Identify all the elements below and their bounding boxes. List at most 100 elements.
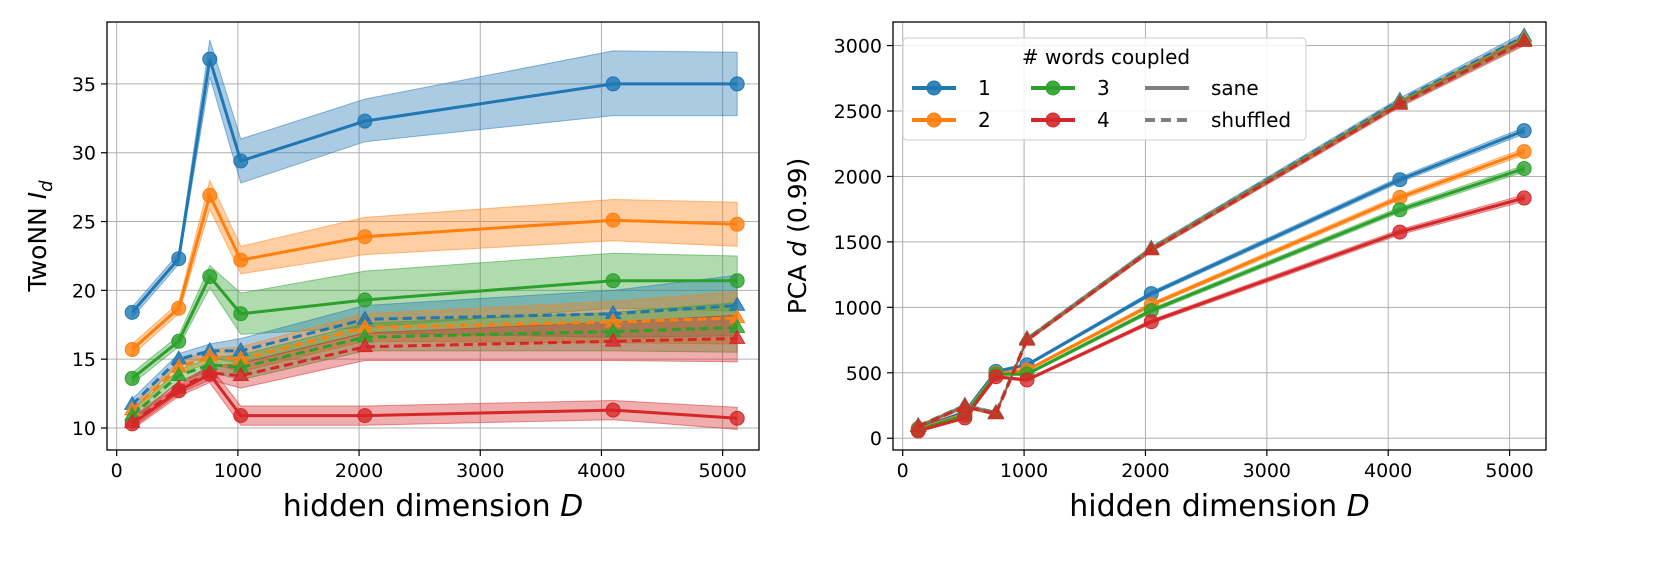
legend-title: # words coupled: [1022, 45, 1190, 69]
point-series-4-shuffled: [1142, 241, 1160, 256]
axes-frame: [892, 21, 1547, 451]
point-series-2-sane: [171, 300, 187, 316]
x-tick-label: 5000: [1485, 460, 1533, 482]
y-axis-label: TwoNN Id: [23, 180, 57, 293]
point-series-4-shuffled: [201, 363, 219, 379]
y-tick-label: 2000: [834, 166, 882, 188]
point-series-4-shuffled: [232, 366, 250, 381]
y-tick-label: 0: [870, 428, 882, 450]
legend-entry-3-label: 3: [1097, 76, 1110, 100]
point-series-4-shuffled: [909, 417, 927, 433]
point-series-4-sane: [233, 408, 249, 424]
point-series-4-sane: [605, 402, 621, 418]
x-tick-label: 1000: [1000, 460, 1048, 482]
legend-entry-shuffled-label: shuffled: [1211, 108, 1291, 132]
point-series-3-sane: [357, 292, 373, 308]
legend-entry-2-marker: [926, 112, 942, 128]
legend: # words coupled 1 2 3 4 sane shuffled: [902, 37, 1307, 141]
x-tick-label: 2000: [1121, 460, 1169, 482]
y-tick-label: 500: [846, 363, 882, 385]
axes-frame: [106, 21, 760, 451]
point-series-4-sane: [357, 408, 373, 424]
y-tick-label: 1000: [834, 297, 882, 319]
y-tick-label: 30: [72, 143, 96, 165]
x-tick-label: 4000: [1364, 460, 1412, 482]
point-series-3-sane: [1516, 161, 1532, 177]
plot-area: [123, 39, 746, 432]
point-series-4-shuffled: [1391, 95, 1409, 110]
chart-panel-1: 0 1000 2000 3000 4000 5000 10 15 20 25 30 35 hidden …: [23, 21, 760, 524]
band-series-2-sane: [917, 147, 1525, 431]
point-series-1-sane: [202, 51, 218, 67]
x-tick-label: 3000: [456, 460, 504, 482]
x-axis-label-symbol: D: [1347, 489, 1370, 524]
legend-entry-4-marker: [1045, 112, 1061, 128]
point-series-4-shuffled: [728, 329, 746, 344]
point-series-3-sane: [729, 273, 745, 289]
y-axis-label-symbol: I: [23, 192, 52, 199]
line-series-4-sane: [917, 196, 1525, 433]
legend-entry-1-label: 1: [978, 76, 991, 100]
point-series-2-sane: [233, 252, 249, 268]
point-series-1-sane: [233, 153, 249, 169]
y-axis-label: PCA d (0.99): [783, 158, 812, 315]
x-tick-label: 4000: [577, 460, 625, 482]
point-series-4-sane: [1392, 224, 1408, 240]
point-series-2-sane: [729, 216, 745, 232]
y-tick-label: 2500: [834, 101, 882, 123]
x-axis-label-symbol: D: [560, 489, 583, 524]
point-series-3-sane: [233, 306, 249, 322]
point-series-3-sane: [1392, 202, 1408, 218]
y-axis-label-text: PCA: [783, 257, 812, 315]
point-series-3-sane: [124, 370, 140, 386]
y-axis-label-subscript: d: [36, 180, 57, 192]
point-series-4-shuffled: [956, 397, 974, 413]
point-series-4-sane: [1143, 314, 1159, 330]
point-series-4-shuffled: [170, 379, 188, 394]
point-series-2-sane: [357, 229, 373, 245]
point-series-4-shuffled: [123, 413, 141, 428]
point-series-3-sane: [171, 333, 187, 349]
x-tick-label: 0: [897, 460, 909, 482]
legend-entry-4-label: 4: [1097, 108, 1110, 132]
point-series-3-sane: [605, 273, 621, 289]
point-series-1-sane: [605, 76, 621, 92]
point-series-1-sane: [1516, 123, 1532, 139]
point-series-4-shuffled: [356, 337, 374, 353]
y-tick-label: 25: [72, 212, 96, 234]
chart-panel-2: 0 1000 2000 3000 4000 5000 0 500 1000 1500 2000 250…: [783, 21, 1547, 524]
point-series-4-sane: [729, 410, 745, 426]
point-series-4-sane: [1019, 372, 1035, 388]
point-series-1-sane: [124, 304, 140, 320]
y-tick-label: 10: [72, 418, 96, 440]
point-series-2-sane: [1516, 144, 1532, 160]
point-series-4-shuffled: [1018, 331, 1036, 346]
point-series-1-sane: [729, 76, 745, 92]
x-axis-label: hidden dimension D: [1069, 489, 1370, 524]
point-series-2-sane: [124, 342, 140, 358]
legend-entry-sane-label: sane: [1211, 76, 1259, 100]
point-series-4-sane: [1516, 190, 1532, 206]
y-tick-label: 15: [72, 349, 96, 371]
point-series-1-sane: [357, 113, 373, 129]
y-axis-label-text: TwoNN: [23, 199, 52, 292]
point-series-2-sane: [202, 187, 218, 203]
x-tick-label: 2000: [335, 460, 383, 482]
x-tick-label: 5000: [698, 460, 746, 482]
x-tick-label: 0: [111, 460, 123, 482]
x-tick-label: 1000: [214, 460, 262, 482]
band-series-4-sane: [131, 365, 738, 431]
plot-area: [909, 27, 1533, 439]
y-axis-label-symbol: d: [783, 241, 812, 257]
point-series-2-sane: [1392, 189, 1408, 205]
band-series-4-sane: [917, 194, 1525, 433]
y-tick-label: 1500: [834, 232, 882, 254]
x-axis-label-text: hidden dimension: [283, 489, 560, 524]
legend-entry-1-marker: [926, 80, 942, 96]
point-series-1-sane: [1392, 172, 1408, 188]
point-series-4-sane: [957, 410, 973, 426]
point-series-2-sane: [605, 212, 621, 228]
x-tick-label: 3000: [1243, 460, 1291, 482]
point-series-4-shuffled: [987, 405, 1005, 420]
point-series-4-shuffled: [1515, 32, 1533, 47]
